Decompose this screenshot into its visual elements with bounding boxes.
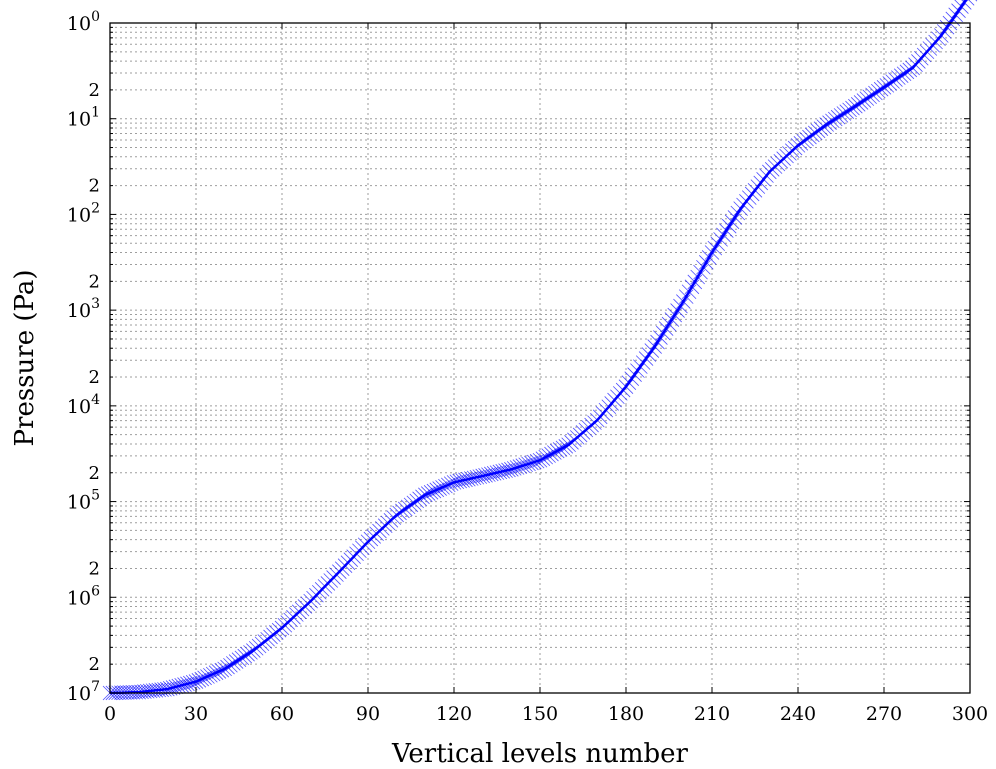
y-tick-exponent: 6 <box>91 583 100 599</box>
x-tick-label: 60 <box>270 703 294 725</box>
y-tick-label: 102 <box>67 200 100 226</box>
y-tick-base: 10 <box>67 109 91 131</box>
y-minor-tick-label: 2 <box>89 271 100 292</box>
y-tick-label: 103 <box>67 296 100 322</box>
x-tick-label: 150 <box>522 703 558 725</box>
series-line <box>109 0 968 695</box>
x-tick-label: 270 <box>866 703 902 725</box>
y-minor-tick-label: 2 <box>89 80 100 101</box>
x-tick-label: 30 <box>184 703 208 725</box>
y-tick-exponent: 3 <box>91 296 100 312</box>
x-tick-label: 240 <box>780 703 816 725</box>
y-tick-exponent: 2 <box>91 200 100 216</box>
y-tick-label: 106 <box>67 583 100 609</box>
y-tick-exponent: 7 <box>91 679 100 695</box>
y-tick-label: 101 <box>67 105 100 131</box>
y-axis-title: Pressure (Pa) <box>10 270 40 447</box>
y-minor-tick-label: 2 <box>89 463 100 484</box>
axis-ticks <box>109 22 971 694</box>
y-minor-tick-label: 2 <box>89 654 100 675</box>
x-tick-label: 210 <box>694 703 730 725</box>
y-minor-tick-label: 2 <box>89 367 100 388</box>
y-tick-base: 10 <box>67 683 91 705</box>
y-tick-exponent: 0 <box>91 9 100 25</box>
y-minor-tick-label: 2 <box>89 558 100 579</box>
grid <box>109 23 971 693</box>
y-tick-base: 10 <box>67 204 91 226</box>
x-tick-labels: 0 30 60 90 120 150 180 210 240 270 300 <box>104 703 988 725</box>
x-tick-label: 90 <box>356 703 380 725</box>
y-tick-label: 100 <box>67 9 100 35</box>
y-tick-base: 10 <box>67 300 91 322</box>
y-tick-exponent: 1 <box>91 105 100 121</box>
y-minor-tick-label: 2 <box>89 176 100 197</box>
x-tick-label: 0 <box>104 703 116 725</box>
y-tick-exponent: 4 <box>91 392 100 408</box>
x-tick-label: 120 <box>436 703 472 725</box>
x-axis-title: Vertical levels number <box>391 739 688 769</box>
y-tick-label: 107 <box>67 679 100 705</box>
y-tick-label: 105 <box>67 488 100 514</box>
y-tick-base: 10 <box>67 492 91 514</box>
y-tick-label: 104 <box>67 392 100 418</box>
y-tick-base: 10 <box>67 13 91 35</box>
x-tick-label: 300 <box>952 703 988 725</box>
series-layer <box>102 0 978 701</box>
y-tick-base: 10 <box>67 587 91 609</box>
x-tick-label: 180 <box>608 703 644 725</box>
y-tick-exponent: 5 <box>91 488 100 504</box>
y-tick-base: 10 <box>67 396 91 418</box>
